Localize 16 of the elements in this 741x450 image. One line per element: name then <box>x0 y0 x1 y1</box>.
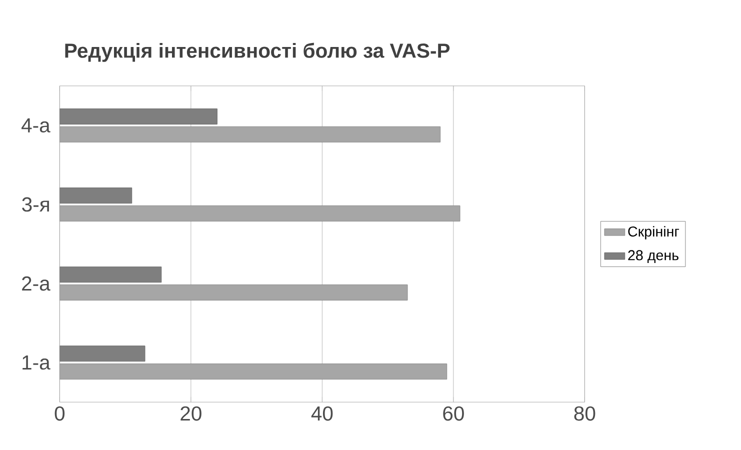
x-tick-label: 80 <box>574 406 596 421</box>
x-tick-label: 20 <box>180 406 202 421</box>
x-tick-label: 40 <box>311 406 333 421</box>
legend-label: 28 день <box>628 250 678 264</box>
x-tick-label: 0 <box>54 406 65 421</box>
chart-title: Редукція інтенсивності болю за VAS-P <box>65 42 450 62</box>
bar <box>60 188 132 204</box>
y-tick-label: 1-а <box>22 356 50 370</box>
bar <box>60 266 162 283</box>
legend-label: Скрінінг <box>628 226 680 240</box>
y-tick-label: 3-я <box>22 197 49 212</box>
bar <box>60 108 218 125</box>
y-tick-label: 4-а <box>22 118 50 133</box>
y-tick-label: 2-а <box>22 276 50 291</box>
bar <box>60 346 146 362</box>
x-tick-label: 60 <box>443 406 464 421</box>
